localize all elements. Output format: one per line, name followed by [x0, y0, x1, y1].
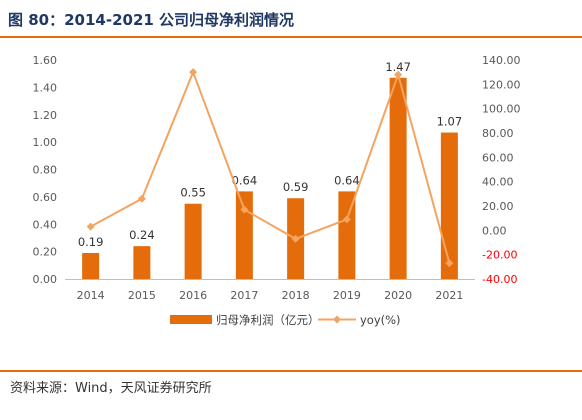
x-tick-label: 2021 [435, 289, 463, 302]
bar-2014 [82, 252, 100, 279]
bar-2017 [235, 191, 253, 279]
right-tick-label: -20.00 [482, 249, 517, 262]
bar-data-labels: 0.19 0.24 0.55 0.64 0.59 0.64 1.47 1.07 [78, 60, 462, 249]
x-axis-ticks: 2014 2015 2016 2017 2018 2019 2020 2021 [77, 289, 464, 302]
left-axis-ticks: 0.00 0.20 0.40 0.60 0.80 1.00 1.20 1.40 1.60 [33, 54, 58, 286]
bar-value-label: 0.19 [78, 235, 104, 249]
right-tick-label: 40.00 [482, 176, 514, 189]
bar-value-label: 0.64 [334, 173, 360, 187]
yoy-point-2020 [394, 70, 403, 79]
left-tick-label: 0.80 [33, 164, 58, 177]
x-tick-label: 2017 [230, 289, 258, 302]
bar-value-label: 1.07 [437, 115, 463, 129]
bar-value-label: 0.59 [283, 180, 309, 194]
yoy-point-2016 [189, 68, 198, 77]
bar-value-label: 0.55 [180, 186, 206, 200]
right-tick-label: 100.00 [482, 103, 521, 116]
x-tick-label: 2016 [179, 289, 207, 302]
source-note: 资料来源：Wind，天风证券研究所 [10, 381, 212, 396]
yoy-point-2018 [291, 234, 300, 243]
left-tick-label: 0.20 [33, 246, 58, 259]
left-tick-label: 1.60 [33, 54, 58, 67]
x-tick-label: 2014 [77, 289, 105, 302]
chart: 0.00 0.20 0.40 0.60 0.80 1.00 1.20 1.40 1.60 -40… [33, 54, 521, 327]
yoy-point-2014 [86, 222, 95, 231]
bottom-divider [0, 370, 582, 372]
right-tick-label: 20.00 [482, 200, 514, 213]
yoy-point-2021 [445, 259, 454, 268]
bar-value-label: 1.47 [385, 60, 411, 74]
right-tick-label: 140.00 [482, 54, 521, 67]
x-tick-label: 2020 [384, 289, 412, 302]
x-tick-label: 2018 [282, 289, 310, 302]
left-tick-label: 0.40 [33, 218, 58, 231]
bar-2019 [338, 191, 356, 279]
left-tick-label: 1.00 [33, 136, 58, 149]
yoy-point-2017 [240, 205, 249, 214]
bar-2020 [389, 77, 407, 279]
left-tick-label: 1.40 [33, 81, 58, 94]
legend-bar-swatch [170, 315, 212, 324]
legend: 归母净利润（亿元） yoy(%) [170, 313, 401, 327]
figure-title: 图 80：2014-2021 公司归母净利润情况 [8, 11, 295, 29]
left-tick-label: 0.00 [33, 273, 58, 286]
right-tick-label: -40.00 [482, 273, 517, 286]
top-divider [0, 36, 582, 38]
bar-2016 [184, 203, 202, 279]
x-tick-label: 2015 [128, 289, 156, 302]
left-tick-label: 1.20 [33, 109, 58, 122]
x-tick-label: 2019 [333, 289, 361, 302]
right-tick-label: 60.00 [482, 151, 514, 164]
bar-value-label: 0.24 [129, 228, 155, 242]
bar-2015 [133, 246, 151, 279]
bar-2021 [440, 132, 458, 279]
right-tick-label: 0.00 [482, 224, 507, 237]
yoy-point-2019 [342, 215, 351, 224]
right-axis-ticks: -40.00 -20.00 0.00 20.00 40.00 60.00 80.00 100.… [482, 54, 521, 286]
yoy-point-2015 [137, 194, 146, 203]
right-tick-label: 80.00 [482, 127, 514, 140]
legend-bar-label: 归母净利润（亿元） [216, 313, 320, 327]
line-series [86, 68, 454, 268]
legend-line-marker [333, 315, 341, 324]
legend-line-label: yoy(%) [360, 313, 401, 327]
left-tick-label: 0.60 [33, 191, 58, 204]
bar-value-label: 0.64 [232, 173, 258, 187]
right-tick-label: 120.00 [482, 78, 521, 91]
bar-series [82, 77, 458, 279]
yoy-line [90, 71, 451, 264]
